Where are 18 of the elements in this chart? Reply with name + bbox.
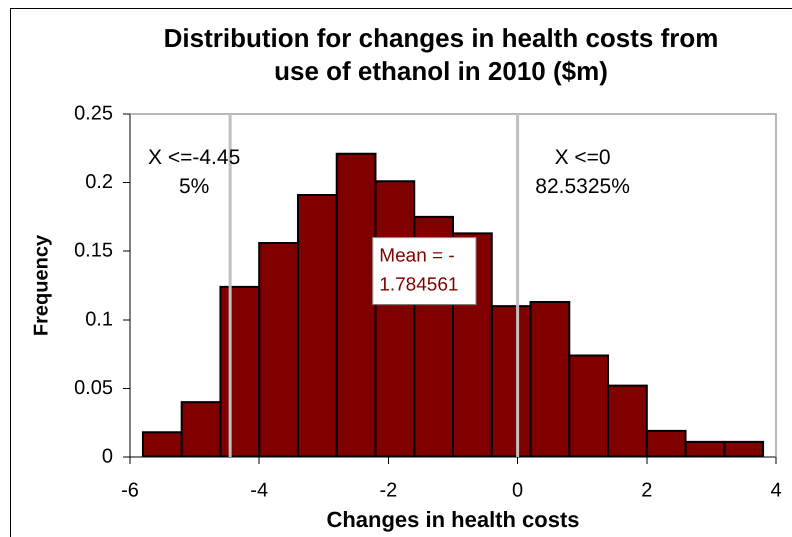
y-tick-label: 0.15	[74, 240, 113, 262]
x-tick-label: -4	[250, 480, 268, 502]
y-axis-title: Frequency	[30, 234, 53, 336]
chart-title: Distribution for changes in health costs from use of ethanol in 2010 ($m)	[164, 23, 718, 86]
y-tick-label: 0.05	[74, 376, 113, 399]
x-tick-label: 4	[770, 480, 782, 502]
ref-line-label: X <=0 82.5325%	[535, 146, 630, 198]
ref-line-label: X <=-4.45 5%	[148, 146, 240, 198]
y-tick-label: 0.1	[85, 308, 113, 330]
x-tick-label: 2	[641, 480, 652, 502]
y-tick-label: 0.2	[85, 171, 113, 194]
y-tick-label: 0	[102, 446, 113, 468]
x-tick-label: 0	[512, 480, 524, 502]
x-tick-label: -6	[121, 480, 139, 502]
x-tick-label: -2	[380, 480, 398, 502]
x-axis-title: Changes in health costs	[326, 506, 580, 532]
y-tick-label: 0.25	[74, 102, 113, 125]
annotation: Mean = - 1.784561	[379, 245, 458, 296]
